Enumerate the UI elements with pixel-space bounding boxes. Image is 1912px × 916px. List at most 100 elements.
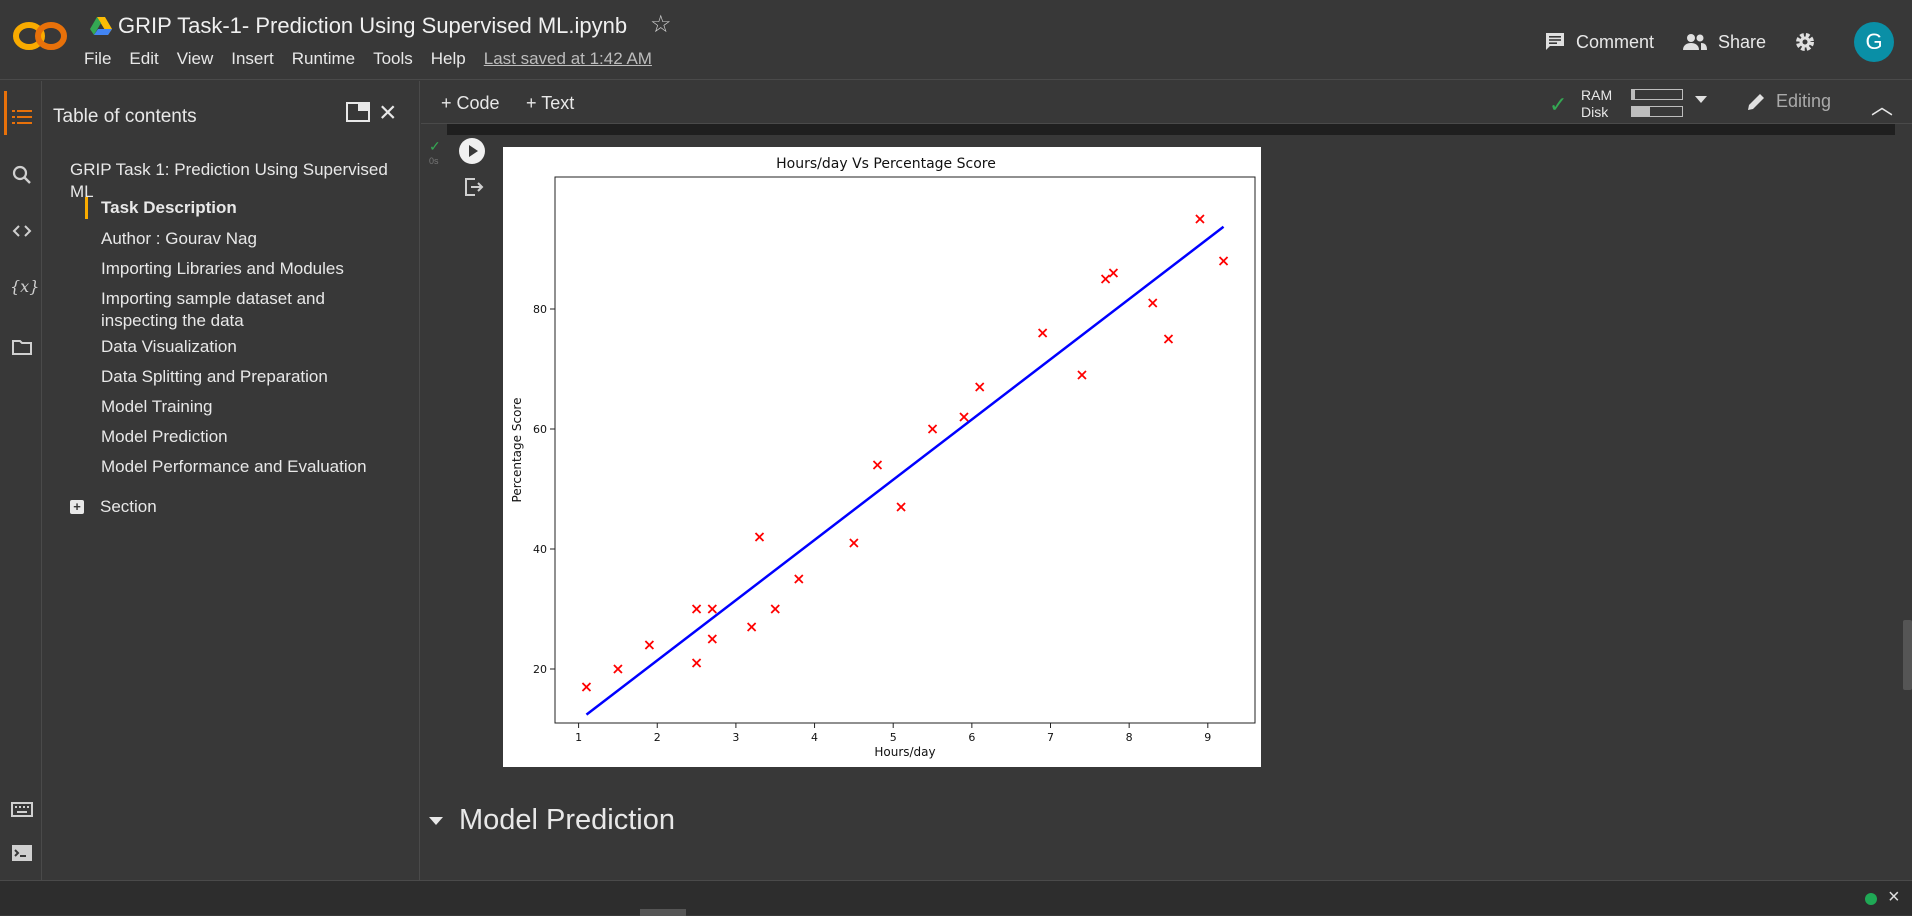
x-axis-ticks: 1 2 3 4 5 6 7 8 9	[575, 723, 1211, 744]
run-cell-button[interactable]	[459, 138, 485, 164]
toc-item-author[interactable]: Author : Gourav Nag	[101, 229, 257, 248]
colab-logo-icon[interactable]	[12, 18, 68, 54]
menu-bar: File Edit View Insert Runtime Tools Help…	[84, 49, 670, 69]
last-saved-link[interactable]: Last saved at 1:42 AM	[483, 49, 652, 68]
data-point	[1148, 298, 1158, 308]
section-label: Section	[100, 497, 157, 516]
toc-list-icon[interactable]	[10, 105, 34, 129]
x-tick-label: 2	[654, 731, 661, 744]
x-tick-label: 5	[890, 731, 897, 744]
data-point	[770, 604, 780, 614]
comment-label: Comment	[1576, 31, 1655, 52]
execution-time: 0s	[429, 156, 439, 166]
open-in-tab-icon[interactable]	[346, 101, 370, 123]
data-point	[754, 532, 765, 542]
gear-icon	[1796, 33, 1815, 51]
rail-active-indicator	[4, 91, 7, 135]
menu-view[interactable]: View	[176, 49, 214, 68]
menu-file[interactable]: File	[84, 49, 112, 68]
chevron-up-icon[interactable]: ︿	[1871, 94, 1894, 119]
toc-item-importing-dataset[interactable]: Importing sample dataset and inspecting …	[101, 289, 325, 330]
notebook-title[interactable]: GRIP Task-1- Prediction Using Supervised…	[118, 13, 628, 38]
star-icon[interactable]: ☆	[650, 11, 672, 38]
terminal-icon[interactable]	[10, 841, 34, 865]
x-tick-label: 3	[732, 731, 739, 744]
data-point	[872, 460, 883, 470]
data-point	[1163, 334, 1174, 344]
google-drive-icon	[90, 17, 112, 35]
data-points	[581, 214, 1229, 692]
menu-help[interactable]: Help	[430, 49, 466, 68]
status-bar: ×	[0, 880, 1912, 916]
menu-edit[interactable]: Edit	[129, 49, 159, 68]
regression-line	[585, 225, 1225, 716]
horizontal-scrollbar-thumb[interactable]	[640, 909, 686, 916]
add-text-button[interactable]: + Text	[526, 93, 575, 113]
data-point	[691, 604, 702, 614]
data-point	[1195, 214, 1205, 224]
menu-runtime[interactable]: Runtime	[291, 49, 356, 68]
y-tick-label: 20	[533, 663, 547, 676]
keyboard-icon[interactable]	[10, 797, 34, 821]
folder-icon[interactable]	[10, 335, 34, 359]
x-tick-label: 9	[1204, 731, 1211, 744]
toc-item-data-visualization[interactable]: Data Visualization	[101, 337, 237, 356]
notebook-toolbar: + Code + Text ✓ RAM Disk Editing ︿	[421, 81, 1912, 124]
app-header: GRIP Task-1- Prediction Using Supervised…	[0, 0, 1912, 80]
comment-button[interactable]: Comment	[1544, 32, 1654, 53]
data-point	[975, 382, 985, 392]
data-point	[613, 664, 623, 674]
editing-mode-button[interactable]: Editing	[1746, 91, 1831, 112]
comment-icon	[1546, 33, 1564, 50]
search-icon[interactable]	[10, 163, 34, 187]
disk-bar	[1631, 106, 1683, 117]
header-actions: Comment Share G	[1544, 22, 1895, 62]
add-section-button[interactable]: + Section	[70, 497, 157, 517]
user-avatar[interactable]: G	[1854, 22, 1895, 62]
toc-item-model-training[interactable]: Model Training	[101, 397, 213, 416]
vertical-scrollbar-thumb[interactable]	[1903, 620, 1912, 690]
close-icon[interactable]: ×	[1888, 886, 1900, 908]
x-tick-label: 7	[1047, 731, 1054, 744]
close-icon[interactable]: ×	[379, 96, 397, 129]
y-tick-label: 60	[533, 423, 547, 436]
cell-code-area[interactable]	[447, 124, 1895, 135]
variables-icon[interactable]: {x}	[10, 277, 40, 296]
data-point	[959, 412, 969, 422]
add-code-button[interactable]: + Code	[441, 93, 500, 113]
chart-title: Hours/day Vs Percentage Score	[776, 156, 996, 172]
settings-button[interactable]	[1794, 31, 1826, 53]
data-point	[707, 604, 717, 614]
data-point	[1218, 256, 1229, 266]
section-heading-model-prediction[interactable]: Model Prediction	[429, 804, 675, 837]
disk-label: Disk	[1581, 104, 1609, 120]
y-tick-label: 40	[533, 543, 547, 556]
y-axis-ticks: 20 40 60 80	[533, 303, 555, 676]
output-actions-icon[interactable]	[463, 176, 485, 198]
resources-indicator[interactable]: ✓ RAM Disk	[1549, 84, 1709, 120]
code-snippets-icon[interactable]	[10, 219, 34, 243]
data-point	[707, 634, 717, 644]
ram-label: RAM	[1581, 87, 1613, 103]
menu-insert[interactable]: Insert	[231, 49, 274, 68]
plus-box-icon: +	[70, 500, 84, 514]
toc-item-importing-libraries[interactable]: Importing Libraries and Modules	[101, 259, 344, 278]
share-label: Share	[1718, 31, 1767, 52]
toc-panel: Table of contents × GRIP Task 1: Predict…	[43, 81, 420, 881]
chevron-down-icon[interactable]	[1695, 96, 1707, 103]
toc-item-task-description[interactable]: Task Description	[101, 198, 237, 217]
ram-bar-fill	[1632, 90, 1635, 99]
toc-item-model-performance[interactable]: Model Performance and Evaluation	[101, 457, 367, 476]
section-heading-label: Model Prediction	[459, 804, 675, 836]
toc-item-model-prediction[interactable]: Model Prediction	[101, 427, 228, 446]
data-point	[1100, 274, 1111, 284]
toc-item-main[interactable]: GRIP Task 1: Prediction Using Supervised…	[70, 160, 388, 201]
disk-bar-fill	[1632, 107, 1650, 116]
collapse-triangle-icon[interactable]	[429, 816, 443, 825]
toc-item-data-splitting[interactable]: Data Splitting and Preparation	[101, 367, 328, 386]
ram-bar	[1631, 89, 1683, 100]
menu-tools[interactable]: Tools	[373, 49, 413, 68]
people-icon	[1683, 34, 1708, 50]
share-button[interactable]: Share	[1682, 32, 1766, 53]
